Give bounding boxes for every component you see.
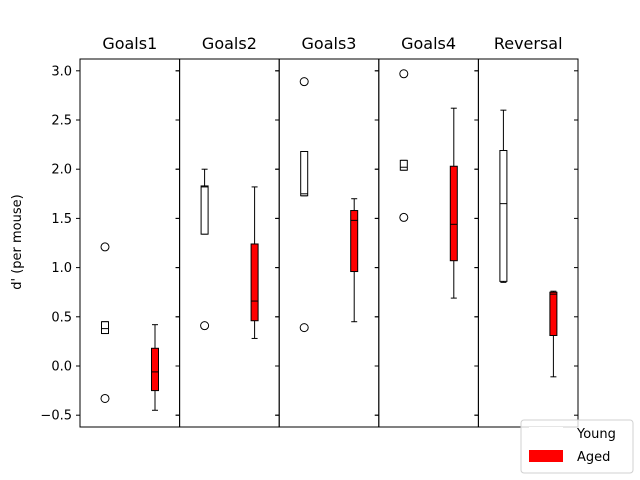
box-aged (151, 324, 159, 411)
box-aged (549, 290, 558, 378)
box-body (499, 150, 508, 282)
box-aged (250, 186, 259, 339)
flier-point (399, 69, 409, 79)
panel-frame (79, 58, 181, 428)
panel-title: Goals4 (401, 34, 456, 53)
legend-label-young: Young (576, 427, 616, 442)
box-body (151, 347, 159, 392)
panel-frame (179, 58, 280, 428)
box-aged (449, 107, 458, 299)
box-aged (350, 198, 359, 323)
box-body (350, 210, 359, 273)
box-young (399, 69, 409, 222)
panel-title: Goals2 (202, 34, 257, 53)
box-body (300, 150, 309, 197)
panel-goals4: Goals4 (374, 34, 479, 428)
box-body (101, 321, 109, 335)
box-body (449, 165, 458, 262)
box-young (499, 109, 508, 283)
box-young (200, 168, 210, 331)
legend-label-aged: Aged (577, 450, 610, 465)
panel-title: Goals3 (302, 34, 357, 53)
legend-swatch-aged (529, 450, 563, 462)
flier-point (299, 323, 309, 333)
y-tick-label: 0.5 (51, 310, 72, 325)
flier-point (100, 393, 110, 403)
flier-point (200, 321, 210, 331)
panel-reversal: Reversal (474, 34, 579, 428)
legend: Young Aged (520, 419, 634, 474)
flier-point (399, 212, 409, 222)
y-tick-label: 0.0 (51, 359, 72, 374)
box-body (200, 185, 209, 235)
panels: Goals1 −0.5 0.0 0.5 1.0 1.5 2.0 2.5 3.0 Goals2 Goa… (40, 34, 579, 428)
flier-point (299, 77, 309, 87)
box-young (100, 242, 110, 403)
box-body (250, 243, 259, 322)
box-body (399, 159, 408, 171)
y-tick-label: 1.5 (51, 212, 72, 227)
panel-frame (278, 58, 380, 428)
panel-title: Goals1 (102, 34, 157, 53)
y-tick-label: 2.5 (51, 114, 72, 129)
panel-title: Reversal (494, 34, 563, 53)
box-young (299, 77, 309, 333)
y-tick-label: 1.0 (51, 261, 72, 276)
panel-frame (477, 58, 579, 428)
y-tick-label: 3.0 (51, 64, 72, 79)
y-tick-label: 2.0 (51, 163, 72, 178)
y-tick-label: −0.5 (40, 409, 72, 424)
panel-goals3: Goals3 (275, 34, 380, 428)
y-axis-label: d' (per mouse) (10, 194, 25, 289)
legend-swatch-young (529, 427, 563, 439)
panel-goals1: Goals1 −0.5 0.0 0.5 1.0 1.5 2.0 2.5 3.0 (40, 34, 181, 428)
flier-point (100, 242, 110, 252)
panel-goals2: Goals2 (175, 34, 280, 428)
panel-frame (378, 58, 479, 428)
box-body (549, 291, 558, 336)
